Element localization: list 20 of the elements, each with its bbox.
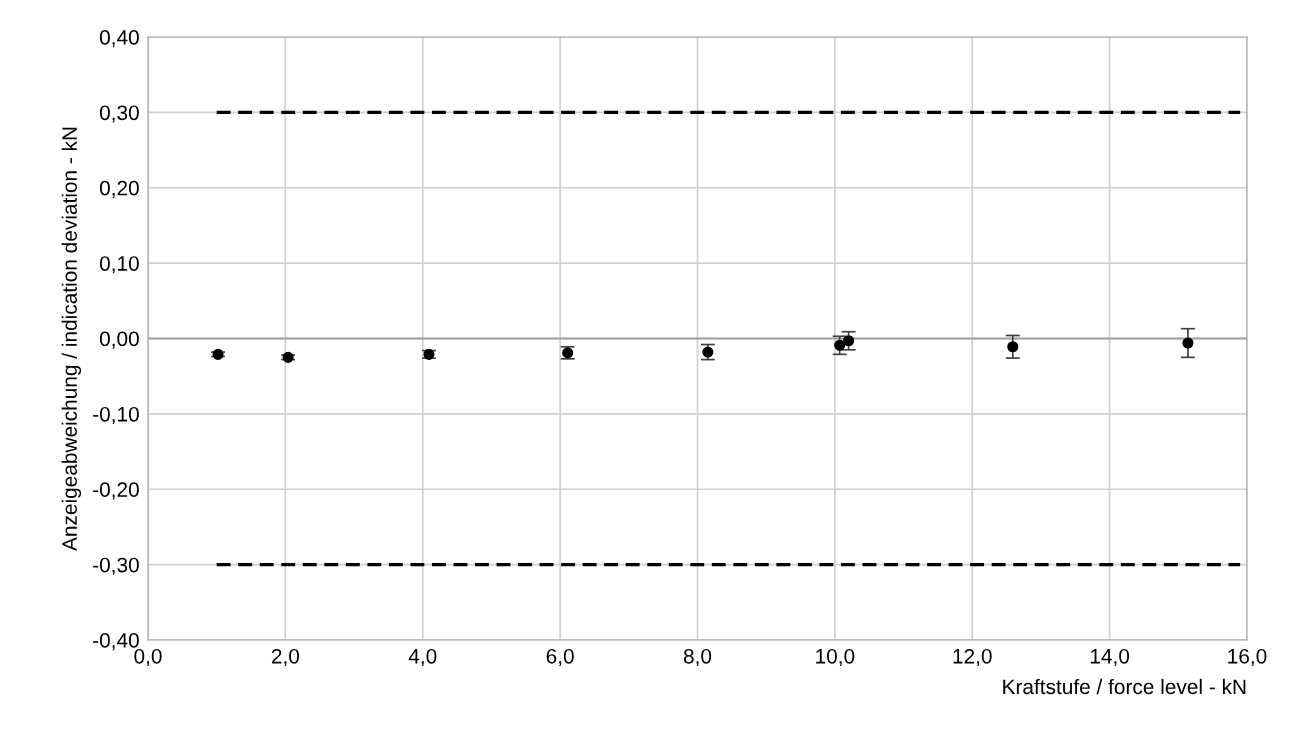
x-tick-label: 16,0 [1228, 648, 1267, 667]
y-tick-label: 0,20 [99, 180, 139, 198]
y-tick-label: -0,40 [93, 633, 139, 651]
x-axis-title: Kraftstufe / force level - kN [1003, 678, 1246, 695]
x-tick-label: 0,0 [134, 648, 162, 667]
x-tick-label: 2,0 [271, 648, 300, 667]
y-tick-label: -0,10 [93, 406, 139, 425]
x-tick-label: 6,0 [546, 648, 574, 667]
y-tick-label: 0,10 [99, 256, 139, 274]
y-tick-label: 0,40 [99, 30, 139, 48]
x-tick-label: 4,0 [408, 648, 437, 667]
x-tick-label: 10,0 [816, 648, 855, 667]
x-tick-label: 14,0 [1090, 648, 1130, 667]
x-tick-label: 8,0 [683, 648, 712, 667]
y-tick-label: 0,00 [99, 331, 139, 349]
y-tick-label: 0,30 [99, 105, 139, 123]
x-tick-label: 12,0 [953, 648, 992, 667]
y-axis-title: Anzeigeabweichung / indication deviation - kN [61, 127, 82, 551]
y-tick-label: -0,20 [93, 482, 139, 500]
y-tick-label: -0,30 [93, 557, 139, 575]
